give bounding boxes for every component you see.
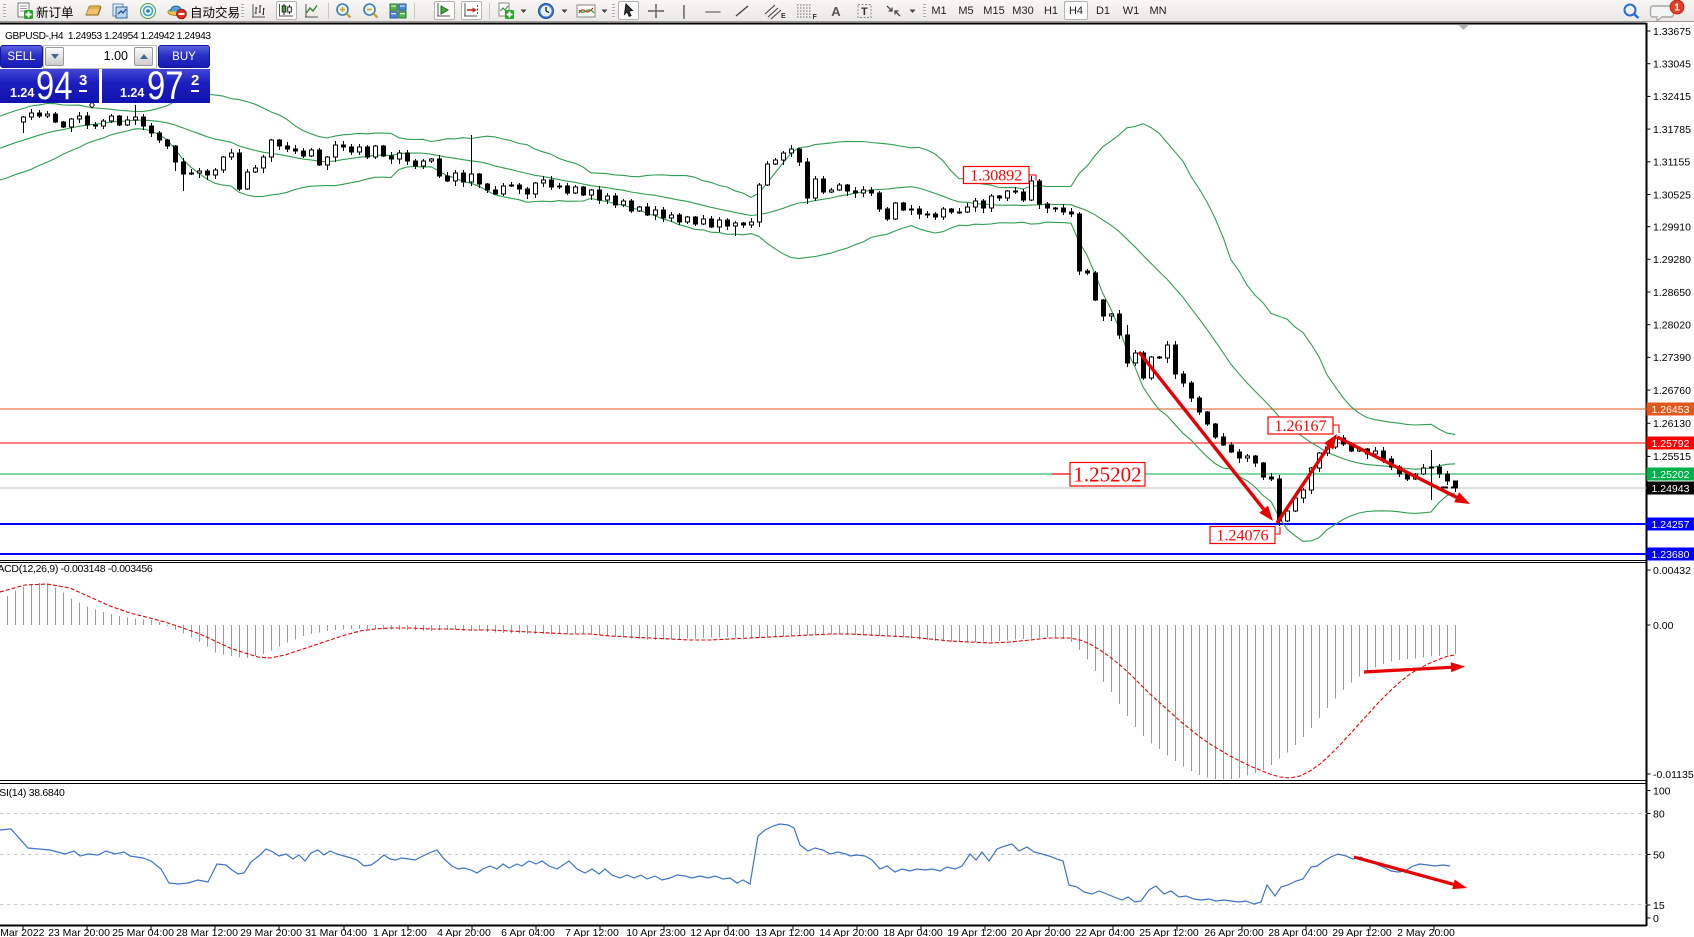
svg-text:18 Apr 04:00: 18 Apr 04:00 (883, 927, 943, 937)
svg-text:1.25202: 1.25202 (1652, 469, 1690, 481)
svg-text:1.31155: 1.31155 (1653, 157, 1690, 169)
svg-text:0.00: 0.00 (1653, 620, 1674, 632)
svg-text:1.33675: 1.33675 (1653, 26, 1691, 38)
svg-text:10 Apr 23:00: 10 Apr 23:00 (626, 927, 686, 937)
svg-text:13 Apr 12:00: 13 Apr 12:00 (755, 927, 815, 937)
svg-text:25 Mar 04:00: 25 Mar 04:00 (112, 927, 174, 937)
svg-text:4 Apr 20:00: 4 Apr 20:00 (437, 927, 491, 937)
svg-text:1.26130: 1.26130 (1653, 418, 1691, 430)
svg-text:14 Apr 20:00: 14 Apr 20:00 (819, 927, 879, 937)
svg-text:15: 15 (1653, 900, 1665, 912)
svg-text:2 May 20:00: 2 May 20:00 (1397, 927, 1455, 937)
svg-text:1.25792: 1.25792 (1652, 438, 1690, 450)
svg-text:E: E (781, 13, 786, 20)
svg-text:MACD(12,26,9) -0.003148 -0.003: MACD(12,26,9) -0.003148 -0.003456 (0, 563, 153, 575)
svg-text:1 Apr 12:00: 1 Apr 12:00 (373, 927, 427, 937)
svg-text:F: F (813, 14, 818, 20)
svg-text:6 Apr 04:00: 6 Apr 04:00 (501, 927, 555, 937)
svg-text:1: 1 (1674, 2, 1680, 13)
svg-text:T: T (861, 6, 868, 18)
svg-text:7 Apr 12:00: 7 Apr 12:00 (565, 927, 619, 937)
svg-text:1.24943: 1.24943 (1652, 483, 1690, 495)
svg-text:1.24257: 1.24257 (1652, 519, 1690, 531)
svg-text:12 Apr 04:00: 12 Apr 04:00 (690, 927, 750, 937)
svg-text:50: 50 (1653, 849, 1665, 861)
svg-text:20 Apr 20:00: 20 Apr 20:00 (1011, 927, 1071, 937)
svg-text:1.32415: 1.32415 (1653, 91, 1691, 103)
svg-text:23 Mar 20:00: 23 Mar 20:00 (48, 927, 110, 937)
svg-text:1.27390: 1.27390 (1653, 352, 1691, 364)
svg-text:1.29280: 1.29280 (1653, 254, 1691, 266)
svg-text:25 Apr 12:00: 25 Apr 12:00 (1139, 927, 1199, 937)
svg-text:28 Apr 04:00: 28 Apr 04:00 (1268, 927, 1328, 937)
svg-text:26 Apr 20:00: 26 Apr 20:00 (1204, 927, 1264, 937)
svg-text:100: 100 (1653, 785, 1671, 797)
svg-text:RSI(14) 38.6840: RSI(14) 38.6840 (0, 787, 65, 799)
svg-text:1.26167: 1.26167 (1275, 418, 1327, 435)
svg-text:22 Apr 04:00: 22 Apr 04:00 (1075, 927, 1135, 937)
svg-text:1.24076: 1.24076 (1217, 527, 1269, 544)
svg-text:0: 0 (1653, 913, 1659, 925)
svg-text:GBPUSD-,H4 1.24953 1.24954 1.: GBPUSD-,H4 1.24953 1.24954 1.24942 1.249… (5, 31, 211, 42)
svg-text:29 Mar 20:00: 29 Mar 20:00 (240, 927, 302, 937)
svg-text:1.30892: 1.30892 (970, 167, 1022, 184)
svg-text:1.33045: 1.33045 (1653, 59, 1691, 71)
svg-text:22 Mar 2022: 22 Mar 2022 (0, 927, 45, 937)
svg-text:1.29910: 1.29910 (1653, 222, 1691, 234)
svg-text:19 Apr 12:00: 19 Apr 12:00 (947, 927, 1007, 937)
svg-text:1.23680: 1.23680 (1652, 549, 1690, 561)
svg-text:1.30525: 1.30525 (1653, 189, 1691, 201)
svg-text:1.31785: 1.31785 (1653, 124, 1691, 136)
svg-text:1.25202: 1.25202 (1073, 462, 1141, 486)
svg-text:0.00432: 0.00432 (1653, 565, 1691, 577)
svg-text:1.26453: 1.26453 (1652, 404, 1690, 416)
svg-text:1.28020: 1.28020 (1653, 320, 1691, 332)
svg-text:29 Apr 12:00: 29 Apr 12:00 (1332, 927, 1392, 937)
svg-text:-0.01135: -0.01135 (1653, 769, 1694, 781)
svg-text:1.25515: 1.25515 (1653, 451, 1691, 463)
svg-text:1.26760: 1.26760 (1653, 385, 1691, 397)
svg-text:31 Mar 04:00: 31 Mar 04:00 (305, 927, 367, 937)
svg-text:80: 80 (1653, 808, 1665, 820)
svg-text:1.28650: 1.28650 (1653, 287, 1691, 299)
svg-text:28 Mar 12:00: 28 Mar 12:00 (176, 927, 238, 937)
